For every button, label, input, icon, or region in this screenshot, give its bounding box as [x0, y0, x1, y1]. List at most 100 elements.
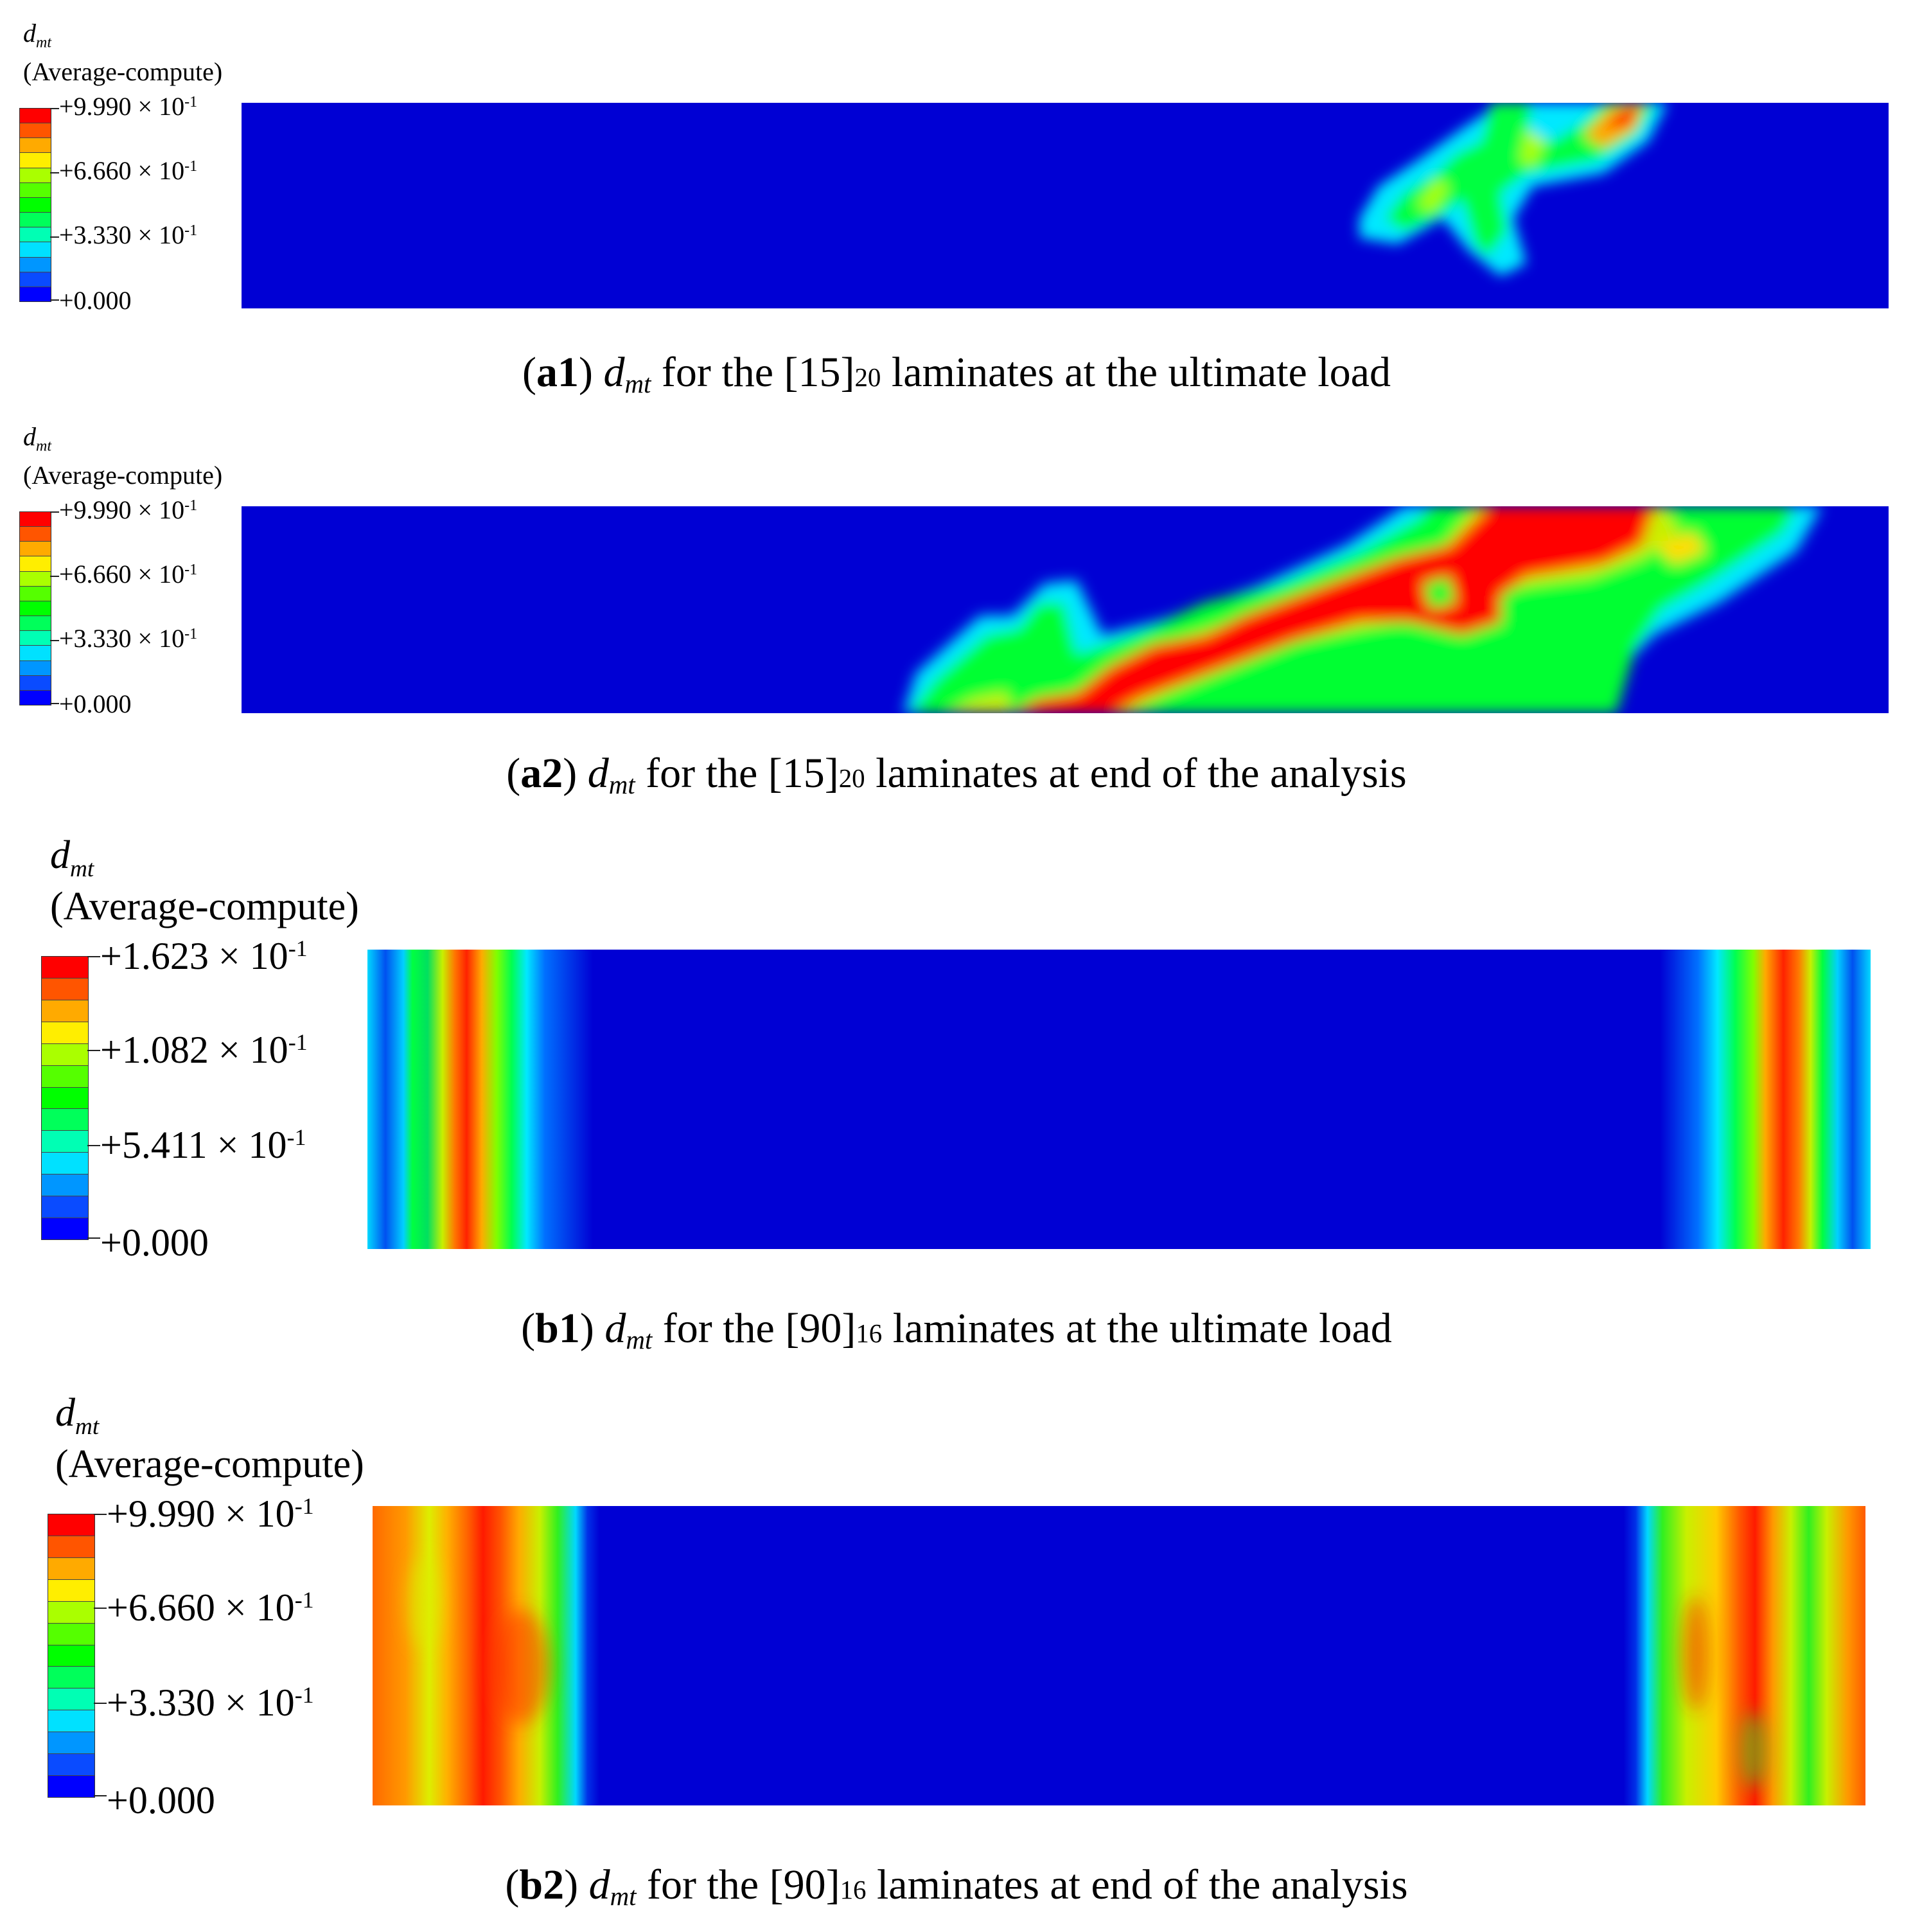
- legend-tick-label: +0.000: [107, 1779, 215, 1821]
- colorbar-segment: [48, 1557, 94, 1580]
- legend-subtitle: (Average-compute): [55, 1442, 364, 1486]
- colorbar-segment: [20, 272, 51, 287]
- legend-tick-mark: [94, 1608, 107, 1609]
- caption-text-end: laminates at the ultimate load: [892, 1305, 1392, 1352]
- colorbar-segment: [20, 631, 51, 646]
- colorbar-segment: [42, 1000, 88, 1022]
- legend-variable: dmt: [55, 1391, 100, 1440]
- legend-tick-mark: [94, 1703, 107, 1704]
- legend-colorbar: [41, 956, 89, 1240]
- colorbar-segment: [42, 1131, 88, 1153]
- colorbar-segment: [20, 616, 51, 632]
- colorbar-segment: [42, 978, 88, 1000]
- colorbar-segment: [48, 1536, 94, 1558]
- caption-text-end: laminates at end of the analysis: [876, 1861, 1408, 1908]
- caption-index: 20: [854, 363, 881, 392]
- legend-subtitle: (Average-compute): [23, 461, 223, 490]
- caption-text: for the [90]: [662, 1305, 856, 1352]
- colorbar-segment: [42, 1174, 88, 1197]
- caption-variable: dmt: [604, 1305, 653, 1355]
- colorbar-segment: [42, 1022, 88, 1044]
- legend-variable: dmt: [23, 19, 51, 51]
- caption-variable: dmt: [587, 750, 635, 800]
- colorbar-segment: [20, 601, 51, 617]
- caption-a1: (a1) dmt for the [15]20 laminates at the…: [522, 349, 1391, 399]
- colorbar-segment: [20, 213, 51, 228]
- caption-index: 16: [856, 1319, 883, 1348]
- colorbar-segment: [48, 1579, 94, 1602]
- damage-contour-a2: [242, 506, 1889, 713]
- colorbar-segment: [48, 1667, 94, 1689]
- legend-tick-label: +3.330 × 10-1: [59, 220, 198, 249]
- colorbar-segment: [48, 1754, 94, 1777]
- caption-index: 16: [840, 1875, 867, 1904]
- colorbar-segment: [20, 542, 51, 557]
- colorbar-segment: [20, 257, 51, 272]
- legend-variable: dmt: [23, 422, 51, 455]
- colorbar-segment: [20, 556, 51, 572]
- colorbar-segment: [20, 197, 51, 213]
- colorbar-segment: [42, 1109, 88, 1131]
- caption-text-end: laminates at the ultimate load: [891, 349, 1391, 396]
- legend-tick-mark: [87, 1145, 100, 1146]
- caption-label: b2: [519, 1861, 565, 1908]
- legend-colorbar: [19, 511, 51, 705]
- damage-contour-b1: [367, 950, 1871, 1249]
- legend-tick-label: +3.330 × 10-1: [59, 624, 198, 653]
- legend-tick-label: +3.330 × 10-1: [107, 1681, 314, 1724]
- colorbar-segment: [48, 1732, 94, 1755]
- caption-text: for the [15]: [661, 349, 855, 396]
- colorbar-segment: [48, 1710, 94, 1733]
- caption-b1: (b1) dmt for the [90]16 laminates at the…: [521, 1305, 1392, 1355]
- legend-tick-label: +6.660 × 10-1: [59, 560, 198, 589]
- legend-tick-mark: [87, 1237, 100, 1239]
- legend-tick-label: +0.000: [59, 286, 132, 315]
- legend-subtitle: (Average-compute): [50, 885, 359, 928]
- colorbar-segment: [20, 675, 51, 691]
- colorbar-segment: [20, 586, 51, 601]
- legend-tick-label: +5.411 × 10-1: [100, 1124, 306, 1166]
- colorbar-segment: [20, 123, 51, 139]
- colorbar-segment: [42, 1043, 88, 1066]
- colorbar-segment: [20, 182, 51, 198]
- legend-tick-mark: [50, 172, 59, 173]
- colorbar-segment: [42, 1065, 88, 1088]
- colorbar-segment: [20, 660, 51, 676]
- caption-variable: dmt: [588, 1861, 637, 1911]
- colorbar-segment: [48, 1776, 94, 1797]
- colorbar-segment: [42, 1196, 88, 1219]
- colorbar-segment: [42, 1087, 88, 1110]
- caption-variable: dmt: [603, 349, 651, 399]
- colorbar-segment: [20, 512, 51, 527]
- colorbar-segment: [20, 168, 51, 183]
- caption-label: b1: [535, 1305, 580, 1352]
- colorbar-segment: [20, 690, 51, 705]
- caption-text: for the [90]: [647, 1861, 840, 1908]
- colorbar-segment: [20, 287, 51, 302]
- legend-tick-mark: [50, 640, 59, 641]
- colorbar-segment: [20, 227, 51, 243]
- caption-a2: (a2) dmt for the [15]20 laminates at end…: [506, 750, 1407, 800]
- legend-tick-mark: [87, 1050, 100, 1051]
- caption-index: 20: [838, 764, 865, 793]
- legend-tick-mark: [94, 1795, 107, 1796]
- caption-b2: (b2) dmt for the [90]16 laminates at end…: [505, 1861, 1408, 1911]
- caption-text: for the [15]: [646, 750, 839, 797]
- colorbar-segment: [20, 242, 51, 258]
- legend-subtitle: (Average-compute): [23, 57, 223, 86]
- legend-tick-mark: [50, 108, 59, 109]
- damage-contour-b2: [373, 1506, 1865, 1805]
- legend-tick-mark: [50, 236, 59, 238]
- legend-tick-label: +9.990 × 10-1: [59, 92, 198, 121]
- legend-colorbar: [48, 1514, 95, 1798]
- colorbar-segment: [42, 1153, 88, 1175]
- legend-tick-label: +6.660 × 10-1: [107, 1586, 314, 1629]
- colorbar-segment: [20, 646, 51, 661]
- legend-tick-label: +0.000: [100, 1221, 209, 1264]
- legend-tick-mark: [94, 1514, 107, 1515]
- colorbar-segment: [48, 1601, 94, 1624]
- legend-tick-mark: [87, 956, 100, 957]
- legend-colorbar: [19, 108, 51, 302]
- legend-tick-mark: [50, 511, 59, 513]
- legend-variable: dmt: [50, 833, 94, 883]
